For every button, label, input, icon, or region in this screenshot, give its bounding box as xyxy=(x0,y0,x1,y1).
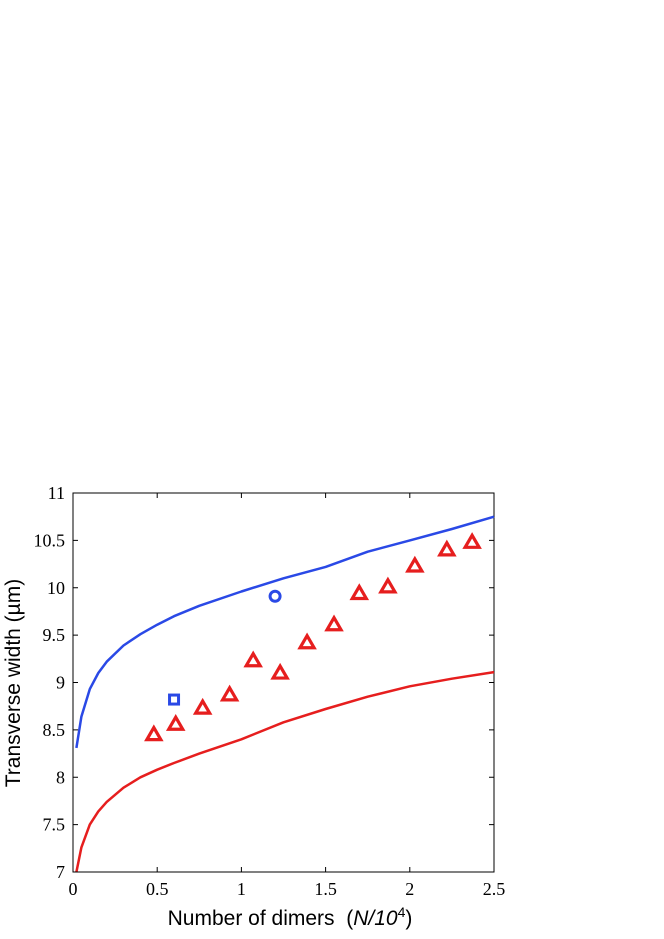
curve-line-1 xyxy=(75,670,495,873)
square-marker xyxy=(168,693,181,706)
triangle-marker xyxy=(437,539,457,557)
y-tick-label: 7.5 xyxy=(43,815,66,835)
triangle-marker xyxy=(324,614,344,632)
curve-line-0 xyxy=(75,515,495,749)
x-tick-label: 0.5 xyxy=(146,879,169,899)
triangle-marker xyxy=(405,555,425,573)
x-tick-label: 2.5 xyxy=(483,879,506,899)
triangle-marker xyxy=(243,650,263,668)
y-axis-label: Transverse width (µm) xyxy=(2,579,25,788)
triangle-marker xyxy=(219,684,240,702)
x-axis-label: Number of dimers (N/104) xyxy=(168,904,413,930)
y-tick-label: 10 xyxy=(47,578,65,598)
x-tick-label: 2 xyxy=(405,879,414,899)
y-tick-label: 9 xyxy=(56,673,65,693)
x-tick-label: 0 xyxy=(69,879,78,899)
y-tick-label: 11 xyxy=(48,483,65,503)
triangle-marker xyxy=(349,583,370,601)
x-tick-label: 1 xyxy=(237,879,246,899)
y-tick-label: 10.5 xyxy=(34,530,66,550)
y-tick-label: 9.5 xyxy=(43,625,66,645)
triangle-marker xyxy=(462,532,482,549)
triangle-marker xyxy=(378,576,398,594)
triangle-marker xyxy=(165,714,186,731)
curves-layer xyxy=(75,515,495,873)
circle-marker xyxy=(268,589,282,603)
y-tick-label: 7 xyxy=(56,862,65,882)
x-ticks: 0 0.5 1 1.5 2 2.5 xyxy=(69,493,506,899)
triangle-marker xyxy=(144,724,164,742)
y-ticks: 7 7.5 8 8.5 9 9.5 10 10.5 11 xyxy=(34,483,494,882)
x-tick-label: 1.5 xyxy=(314,879,337,899)
triangle-marker xyxy=(192,697,213,715)
triangle-marker xyxy=(297,632,317,650)
triangle-marker xyxy=(270,662,290,680)
markers-layer xyxy=(144,532,482,742)
y-tick-label: 8.5 xyxy=(43,720,66,740)
y-tick-label: 8 xyxy=(56,767,65,787)
